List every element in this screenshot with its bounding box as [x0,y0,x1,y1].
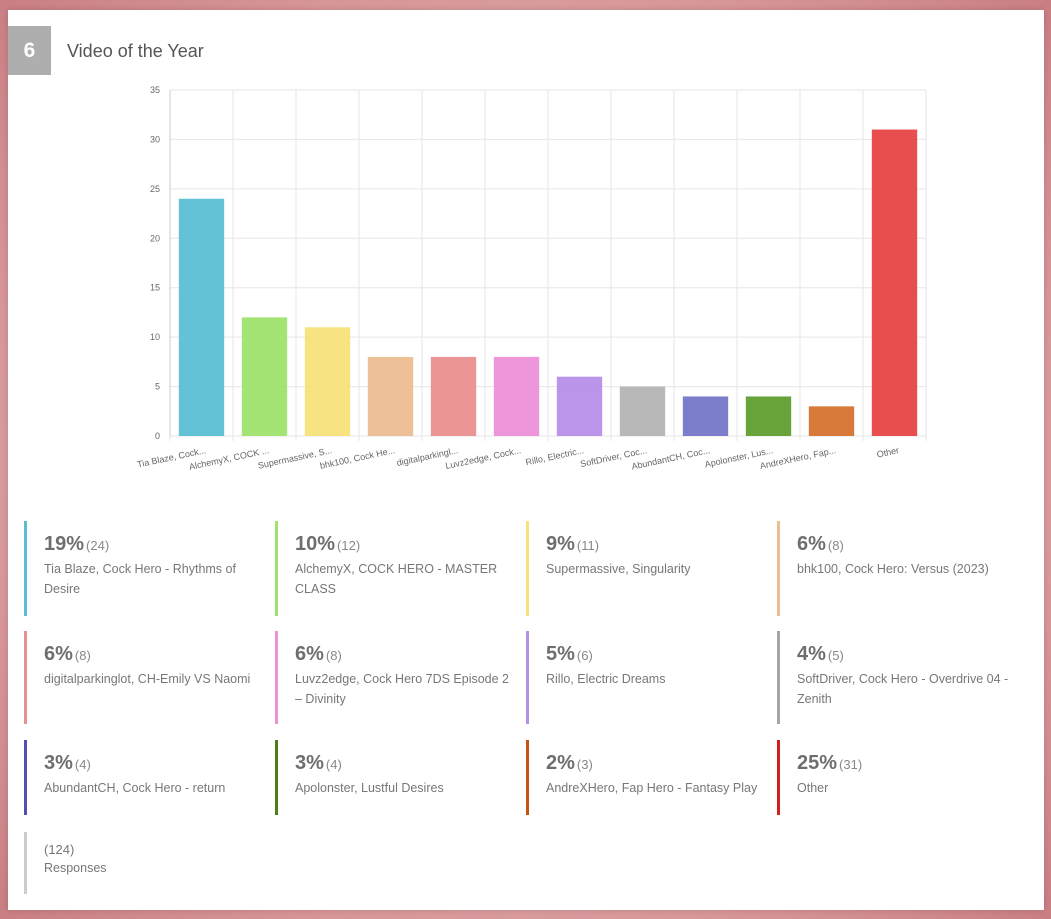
question-card: 6 Video of the Year 0 5 10 15 20 25 30 35 Tia Bl… [8,10,1044,910]
legend-item: 25% (31) Other [777,740,1012,815]
bar [871,129,918,436]
y-tick-label: 25 [150,184,160,194]
y-tick-label: 5 [155,382,160,392]
y-tick-label: 10 [150,332,160,342]
legend-item: 3% (4) AbundantCH, Cock Hero - return [24,740,259,815]
legend-count: (8) [325,648,342,663]
legend-percent: 6% [797,533,826,555]
legend-label: Other [797,781,829,795]
bar [367,356,414,436]
bar [745,396,792,436]
legend-item: 4% (5) SoftDriver, Cock Hero - Overdrive 0… [777,631,1012,724]
responses-label: Responses [44,861,107,875]
bar [619,386,666,436]
bar [430,356,477,436]
y-tick-label: 30 [150,134,160,144]
legend-item: 5% (6) Rillo, Electric Dreams [526,631,761,724]
y-tick-label: 0 [155,431,160,441]
legend-label: Apolonster, Lustful Desires [295,781,444,795]
legend-item: 3% (4) Apolonster, Lustful Desires [275,740,510,815]
bar [556,376,603,436]
responses-count: (124) [44,842,75,857]
bar [493,356,540,436]
legend-label: AndreXHero, Fap Hero - Fantasy Play [546,781,758,795]
legend-label: Rillo, Electric Dreams [546,672,666,686]
legend-percent: 19% [44,533,85,555]
legend-percent: 5% [546,643,575,665]
legend-percent: 10% [295,533,336,555]
legend-percent: 9% [546,533,575,555]
legend-percent: 6% [44,643,73,665]
legend-count: (8) [827,538,844,553]
responses-summary: (124) Responses [24,832,259,894]
legend-item: 6% (8) bhk100, Cock Hero: Versus (2023) [777,521,1012,616]
legend-count: (11) [576,538,600,553]
x-tick-label: Rillo, Electric... [525,445,585,467]
y-tick-label: 20 [150,233,160,243]
legend-label: Luvz2edge, Cock Hero 7DS Episode 2 – Div… [295,672,510,706]
legend-percent: 2% [546,752,575,774]
legend-percent: 3% [295,752,324,774]
legend-count: (31) [839,757,863,772]
legend-count: (6) [576,648,593,663]
legend-label: bhk100, Cock Hero: Versus (2023) [797,562,989,576]
bar [304,327,351,436]
bar [808,406,855,436]
legend-count: (24) [86,538,110,553]
legend-percent: 4% [797,643,826,665]
legend-count: (4) [325,757,342,772]
legend-item: 9% (11) Supermassive, Singularity [526,521,761,616]
question-title: Video of the Year [67,41,204,61]
y-tick-label: 15 [150,283,160,293]
legend-count: (12) [337,538,361,553]
bar [682,396,729,436]
legend-label: AlchemyX, COCK HERO - MASTER CLASS [295,562,498,596]
legend-item: 2% (3) AndreXHero, Fap Hero - Fantasy Play [526,740,761,815]
legend-percent: 6% [295,643,324,665]
legend-count: (8) [74,648,91,663]
legend-label: Tia Blaze, Cock Hero - Rhythms of Desire [44,562,236,596]
legend-item: 6% (8) digitalparkinglot, CH-Emily VS Naom… [24,631,259,724]
legend-count: (3) [576,757,593,772]
legend-label: digitalparkinglot, CH-Emily VS Naomi [44,672,251,686]
legend-item: 19% (24) Tia Blaze, Cock Hero - Rhythms of… [24,521,259,616]
legend-label: AbundantCH, Cock Hero - return [44,781,226,795]
bar [241,317,288,436]
x-tick-label: Other [876,445,900,459]
legend-percent: 25% [797,752,838,774]
legend-count: (5) [827,648,844,663]
legend-item: 10% (12) AlchemyX, COCK HERO - MASTER CLAS… [275,521,510,616]
legend-label: SoftDriver, Cock Hero - Overdrive 04 - Z… [797,672,1009,706]
legend-item: 6% (8) Luvz2edge, Cock Hero 7DS Episode 2 … [275,631,510,724]
legend-label: Supermassive, Singularity [546,562,691,576]
question-number: 6 [8,26,51,75]
bar [178,198,225,436]
legend-count: (4) [74,757,91,772]
legend-percent: 3% [44,752,73,774]
y-tick-label: 35 [150,85,160,95]
